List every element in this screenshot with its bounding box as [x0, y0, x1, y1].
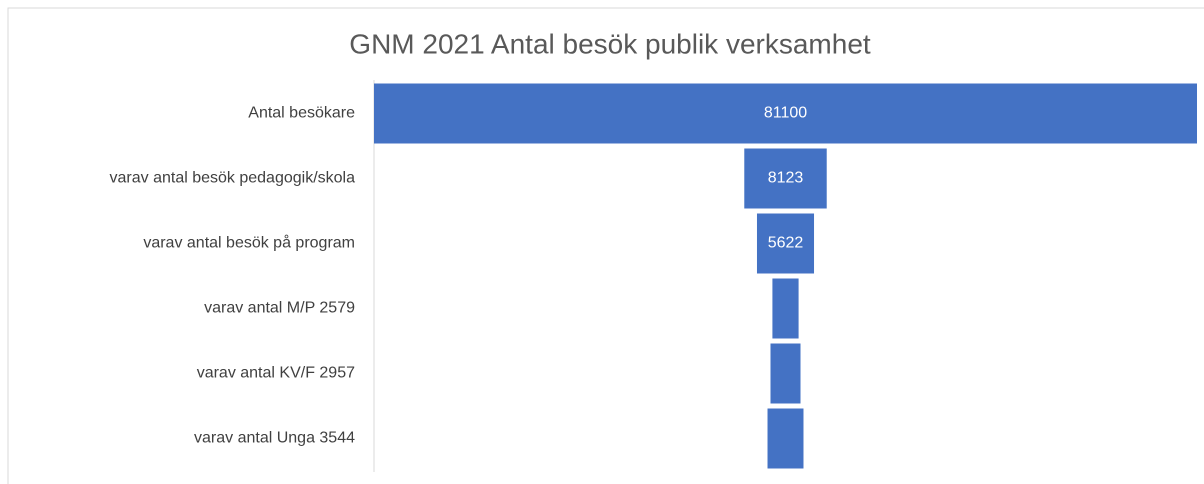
- category-label: varav antal M/P 2579: [204, 300, 355, 317]
- bar: [770, 343, 801, 404]
- category-label: varav antal Unga 3544: [194, 430, 355, 447]
- category-label: Antal besökare: [248, 105, 355, 122]
- data-label: 81100: [764, 105, 807, 122]
- data-label: 8123: [768, 170, 804, 187]
- bar: [767, 408, 804, 469]
- data-label: 5622: [768, 235, 804, 252]
- bar: [772, 278, 799, 339]
- category-label: varav antal KV/F 2957: [197, 365, 355, 382]
- category-label: varav antal besök pedagogik/skola: [110, 170, 356, 187]
- category-label: varav antal besök på program: [143, 234, 355, 252]
- bar: [756, 213, 815, 274]
- chart-title: GNM 2021 Antal besök publik verksamhet: [349, 28, 871, 59]
- bar: [374, 83, 1197, 144]
- bar: [744, 148, 827, 209]
